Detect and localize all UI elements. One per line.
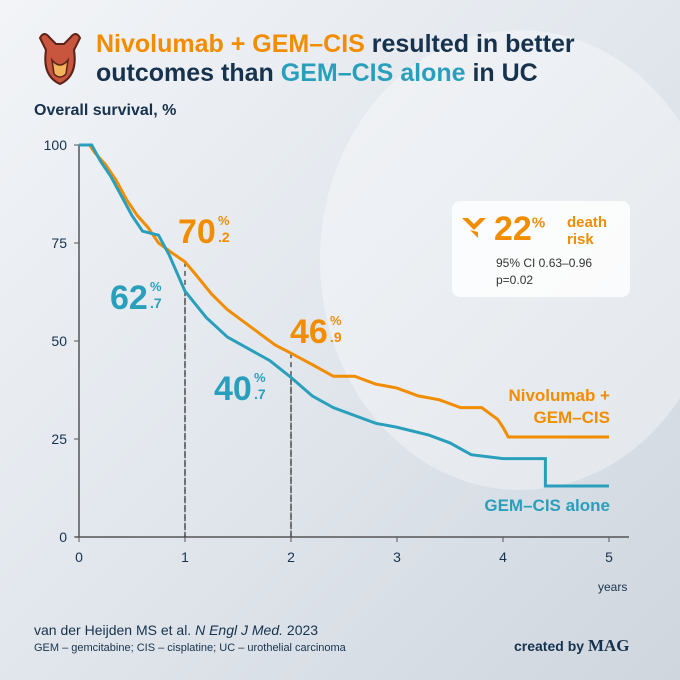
title-part: GEM–CIS alone <box>280 59 466 87</box>
y-tick-label: 75 <box>51 235 67 251</box>
hr-box <box>452 201 630 297</box>
hr-label: death risk <box>567 214 608 248</box>
x-tick-label: 5 <box>605 549 613 565</box>
annotation-main: 40 <box>214 370 252 408</box>
title-part: in UC <box>465 59 538 87</box>
x-tick-label: 0 <box>75 549 83 565</box>
title-part: resulted in better outcomes than <box>96 30 575 87</box>
y-tick-label: 50 <box>51 333 67 349</box>
hr-main: 22 <box>494 210 532 248</box>
annotation-main: 62 <box>110 279 148 317</box>
abbreviations: GEM – gemcitabine; CIS – cisplatine; UC … <box>34 642 346 654</box>
y-axis-label: Overall survival, % <box>34 102 177 119</box>
annotation-sub: .7 <box>150 295 162 311</box>
y-tick-label: 100 <box>44 137 68 153</box>
x-tick-label: 4 <box>499 549 507 565</box>
survival-curve <box>79 143 609 439</box>
bladder-icon <box>38 33 82 86</box>
x-tick-label: 1 <box>181 549 189 565</box>
hr-sup: % <box>531 214 546 232</box>
brand: MAG <box>587 636 630 655</box>
hr-p: p=0.02 <box>496 273 534 287</box>
x-tick-label: 2 <box>287 549 295 565</box>
annotation-sup: % <box>218 213 230 228</box>
annotation-sup: % <box>254 370 266 385</box>
x-tick-label: 3 <box>393 549 401 565</box>
legend-entry: GEM–CIS alone <box>484 496 610 515</box>
hr-value: 22% <box>494 210 545 249</box>
survival-curve <box>79 143 609 488</box>
annotation-sup: % <box>330 313 342 328</box>
x-axis-label: years <box>598 580 628 594</box>
annotation-main: 46 <box>290 313 328 351</box>
citation: van der Heijden MS et al. N Engl J Med. … <box>34 622 318 638</box>
title-part: Nivolumab + GEM–CIS <box>96 30 365 58</box>
annotation-sub: .9 <box>330 329 342 345</box>
title: Nivolumab + GEM–CIS resulted in better o… <box>96 30 656 88</box>
citation-part: N Engl J Med. <box>195 622 284 638</box>
y-tick-label: 0 <box>59 529 67 545</box>
annotation: 62 <box>110 279 148 317</box>
annotation-sub: .7 <box>254 386 266 402</box>
credit: created by MAG <box>514 636 629 656</box>
hr-ci: 95% CI 0.63–0.96 <box>496 256 593 270</box>
annotation-main: 70 <box>178 213 216 251</box>
credit-text: created by <box>514 638 585 654</box>
annotation-sup: % <box>150 279 162 294</box>
annotation: 70 <box>178 213 216 251</box>
citation-part: van der Heijden MS et al. <box>34 622 196 638</box>
y-tick-label: 25 <box>51 431 67 447</box>
annotation: 40 <box>214 370 252 408</box>
citation-part: 2023 <box>283 622 319 638</box>
annotation-sub: .2 <box>218 229 230 245</box>
legend-entry: Nivolumab + GEM–CIS <box>508 386 610 427</box>
annotation: 46 <box>290 313 328 351</box>
